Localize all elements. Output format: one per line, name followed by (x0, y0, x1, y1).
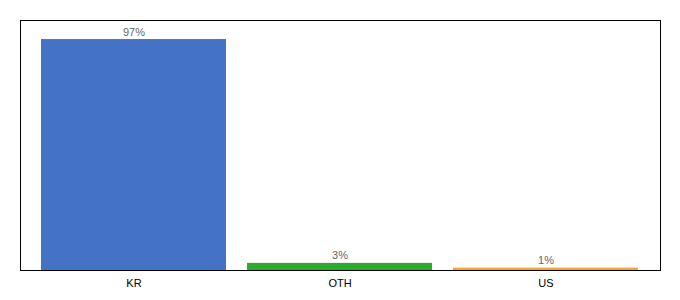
svg-text:US: US (538, 277, 553, 289)
svg-text:1%: 1% (538, 254, 554, 266)
svg-text:97%: 97% (123, 26, 145, 38)
svg-text:3%: 3% (332, 249, 348, 261)
svg-text:KR: KR (126, 277, 141, 289)
svg-text:OTH: OTH (328, 277, 351, 289)
